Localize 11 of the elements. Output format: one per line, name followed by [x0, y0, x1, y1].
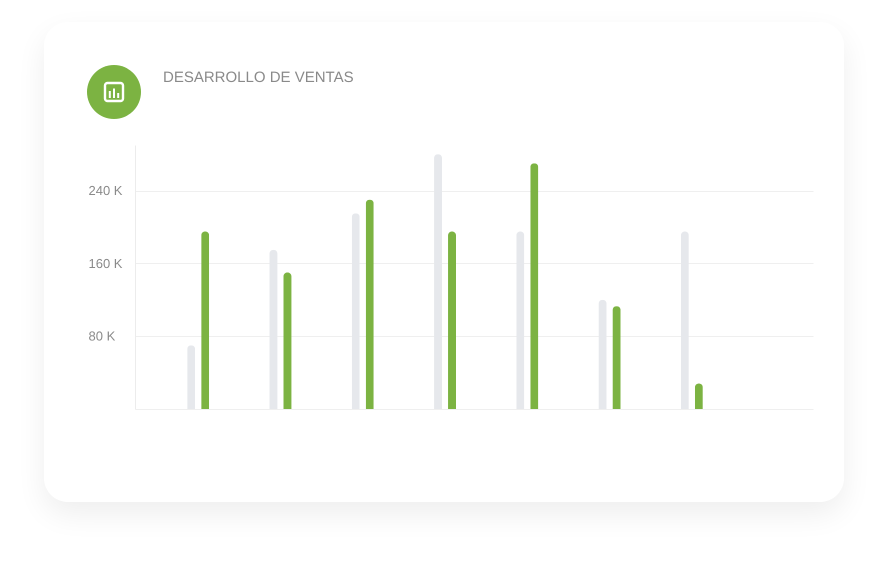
bar [448, 231, 456, 409]
bar [694, 384, 703, 409]
y-tick-label: 240 K [88, 183, 123, 198]
bar [201, 231, 210, 409]
chart-title: DESARROLLO DE VENTAS [163, 69, 354, 86]
bar [612, 306, 621, 409]
bar [283, 272, 292, 409]
y-tick-label: 80 K [88, 328, 116, 344]
bar [530, 163, 538, 409]
bar [366, 200, 374, 409]
y-tick-label: 160 K [88, 256, 123, 271]
